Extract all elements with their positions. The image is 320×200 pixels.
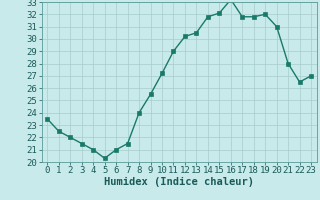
X-axis label: Humidex (Indice chaleur): Humidex (Indice chaleur) bbox=[104, 177, 254, 187]
